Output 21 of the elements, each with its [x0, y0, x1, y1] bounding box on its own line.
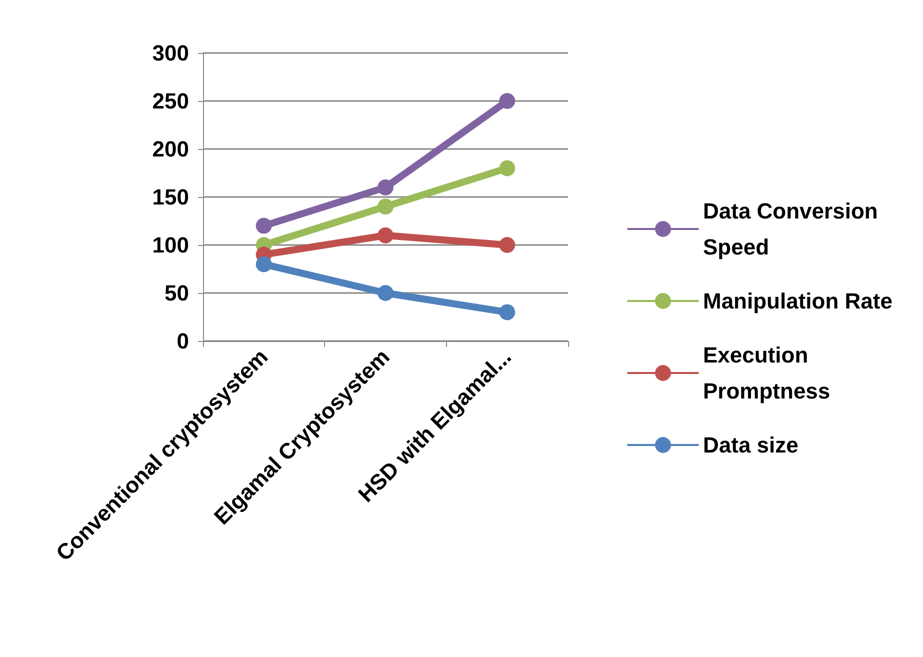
y-tick-label: 200 — [152, 136, 189, 162]
legend-label: Execution Promptness — [703, 342, 830, 404]
legend-label: Data size — [703, 432, 798, 458]
point — [378, 227, 394, 244]
point — [378, 285, 394, 301]
legend-label: Data Conversion Speed — [703, 198, 884, 260]
point — [378, 179, 394, 196]
point — [499, 93, 516, 109]
y-tick-label: 300 — [152, 40, 189, 66]
y-tick-label: 150 — [152, 184, 189, 210]
point — [378, 198, 394, 215]
point — [499, 160, 516, 176]
point — [499, 304, 516, 320]
y-tick-label: 100 — [152, 232, 189, 258]
y-tick-label: 0 — [176, 328, 189, 354]
point — [256, 218, 272, 234]
y-tick-label: 250 — [152, 88, 189, 114]
legend-label: Manipulation Rate — [703, 288, 892, 314]
point — [499, 237, 516, 253]
point — [256, 256, 272, 272]
y-tick-label: 50 — [164, 280, 189, 306]
